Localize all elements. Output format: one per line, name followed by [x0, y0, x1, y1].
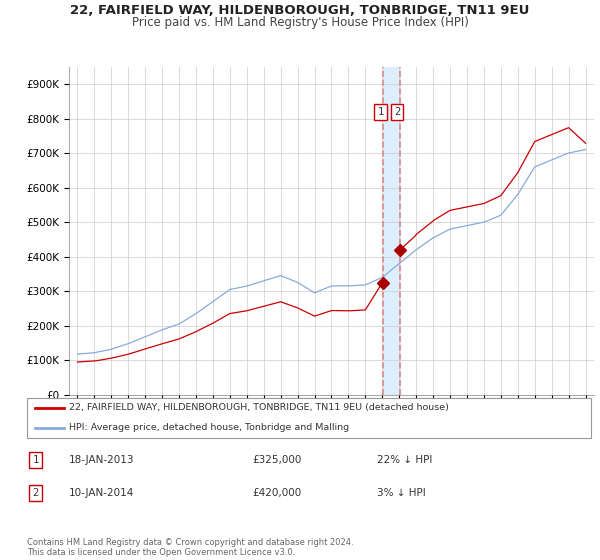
- Text: 3% ↓ HPI: 3% ↓ HPI: [377, 488, 425, 498]
- Text: Contains HM Land Registry data © Crown copyright and database right 2024.
This d: Contains HM Land Registry data © Crown c…: [27, 538, 353, 557]
- Text: 22% ↓ HPI: 22% ↓ HPI: [377, 455, 432, 465]
- Text: HPI: Average price, detached house, Tonbridge and Malling: HPI: Average price, detached house, Tonb…: [70, 423, 349, 432]
- Text: 2: 2: [394, 107, 400, 117]
- Text: 18-JAN-2013: 18-JAN-2013: [70, 455, 135, 465]
- Text: 1: 1: [32, 455, 38, 465]
- Text: £420,000: £420,000: [253, 488, 302, 498]
- Text: 22, FAIRFIELD WAY, HILDENBOROUGH, TONBRIDGE, TN11 9EU (detached house): 22, FAIRFIELD WAY, HILDENBOROUGH, TONBRI…: [70, 403, 449, 412]
- FancyBboxPatch shape: [27, 398, 591, 438]
- Text: 1: 1: [377, 107, 384, 117]
- Text: £325,000: £325,000: [253, 455, 302, 465]
- Bar: [383, 67, 400, 395]
- Text: 22, FAIRFIELD WAY, HILDENBOROUGH, TONBRIDGE, TN11 9EU: 22, FAIRFIELD WAY, HILDENBOROUGH, TONBRI…: [70, 4, 530, 17]
- Text: 2: 2: [32, 488, 38, 498]
- Text: 10-JAN-2014: 10-JAN-2014: [70, 488, 134, 498]
- Text: Price paid vs. HM Land Registry's House Price Index (HPI): Price paid vs. HM Land Registry's House …: [131, 16, 469, 29]
